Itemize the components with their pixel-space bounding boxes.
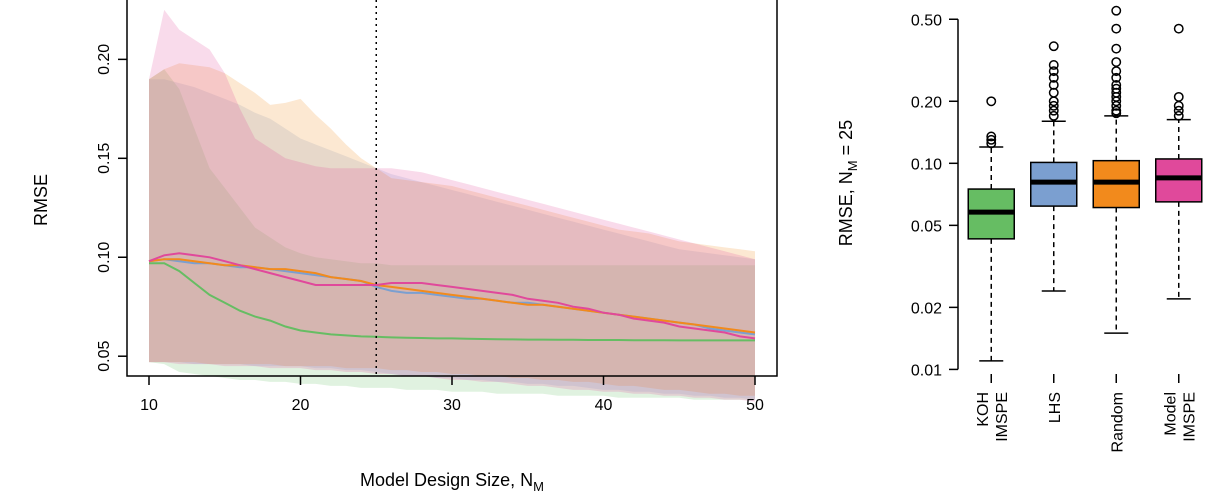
outlier-point xyxy=(1048,72,1059,83)
outlier-point xyxy=(1111,5,1122,16)
series-line-0 xyxy=(149,262,755,342)
x-tick-label: 50 xyxy=(746,397,764,414)
outlier-point xyxy=(986,138,997,149)
box-group xyxy=(967,5,1203,362)
left-x-axis: 10 20 30 40 50 xyxy=(140,376,764,414)
left-y-axis-title: RMSE xyxy=(31,174,51,226)
x-tick-label: 10 xyxy=(140,397,158,414)
y-tick-label: 0.15 xyxy=(96,143,113,174)
outlier-point xyxy=(1111,72,1122,83)
right-y-axis-title: RMSE, NM = 25 xyxy=(836,120,860,246)
right-y-tick-label: 0.01 xyxy=(911,362,942,379)
right-box-plot: 0.010.020.050.100.200.50 KOH IMSPE LHS Rand… xyxy=(836,5,1203,452)
box-1 xyxy=(1030,41,1078,292)
right-y-tick-label: 0.05 xyxy=(911,218,942,235)
category-label: Model xyxy=(1162,392,1179,436)
y-tick-label: 0.05 xyxy=(96,341,113,372)
category-label: LHS xyxy=(1047,392,1064,423)
outlier-point xyxy=(1111,57,1122,67)
category-label: IMSPE xyxy=(994,392,1011,442)
y-tick-label: 0.10 xyxy=(96,242,113,273)
right-y-tick-label: 0.02 xyxy=(911,300,942,317)
category-label: Random xyxy=(1109,392,1126,452)
series-line-2 xyxy=(148,258,756,334)
y-tick-label: 0.20 xyxy=(96,44,113,75)
band-0 xyxy=(149,69,755,400)
outlier-point xyxy=(1111,83,1122,94)
left-line-chart: 10 20 30 40 50 0.05 0.10 0.15 0.20 RMSE Model D… xyxy=(31,0,778,494)
outlier-point xyxy=(1111,105,1122,116)
left-y-axis: 0.05 0.10 0.15 0.20 xyxy=(96,44,127,372)
band-1 xyxy=(149,79,755,400)
box-iqr xyxy=(1155,158,1203,203)
right-y-tick-label: 0.10 xyxy=(911,156,942,173)
outlier-point xyxy=(1111,23,1122,34)
outlier-point xyxy=(986,96,997,107)
box-2 xyxy=(1092,5,1140,334)
x-tick-label: 40 xyxy=(595,397,613,414)
outlier-point xyxy=(1173,110,1184,121)
outlier-point xyxy=(1048,79,1059,90)
right-y-tick-label: 0.20 xyxy=(911,94,942,111)
band-3 xyxy=(149,9,755,402)
outlier-point xyxy=(1173,91,1184,102)
box-0 xyxy=(967,96,1015,362)
outlier-point xyxy=(986,131,997,142)
outlier-point xyxy=(1048,41,1059,52)
right-y-tick-label: 0.50 xyxy=(911,12,942,29)
left-x-axis-title: Model Design Size, NM xyxy=(360,470,544,494)
series-line-3 xyxy=(148,252,756,340)
right-y-axis: 0.01 0.02 0.05 0.10 0.20 0.50 xyxy=(911,12,958,379)
outlier-point xyxy=(1173,105,1184,116)
outlier-point xyxy=(1048,105,1059,116)
series-lines xyxy=(148,252,756,342)
outlier-point xyxy=(1048,100,1059,111)
outlier-point xyxy=(1173,23,1184,34)
x-tick-label: 20 xyxy=(292,397,310,414)
x-tick-label: 30 xyxy=(443,397,461,414)
category-label: KOH xyxy=(975,392,992,427)
right-x-axis: KOH IMSPE LHS Random Model IMSPE xyxy=(975,374,1198,452)
category-label: IMSPE xyxy=(1181,392,1198,442)
outlier-point xyxy=(1048,110,1059,121)
box-3 xyxy=(1155,23,1203,300)
outlier-point xyxy=(1048,60,1059,70)
outlier-point xyxy=(1048,66,1059,77)
confidence-bands xyxy=(149,9,755,402)
outlier-point xyxy=(1111,79,1122,90)
outlier-point xyxy=(1111,43,1122,54)
outlier-point xyxy=(986,134,997,145)
